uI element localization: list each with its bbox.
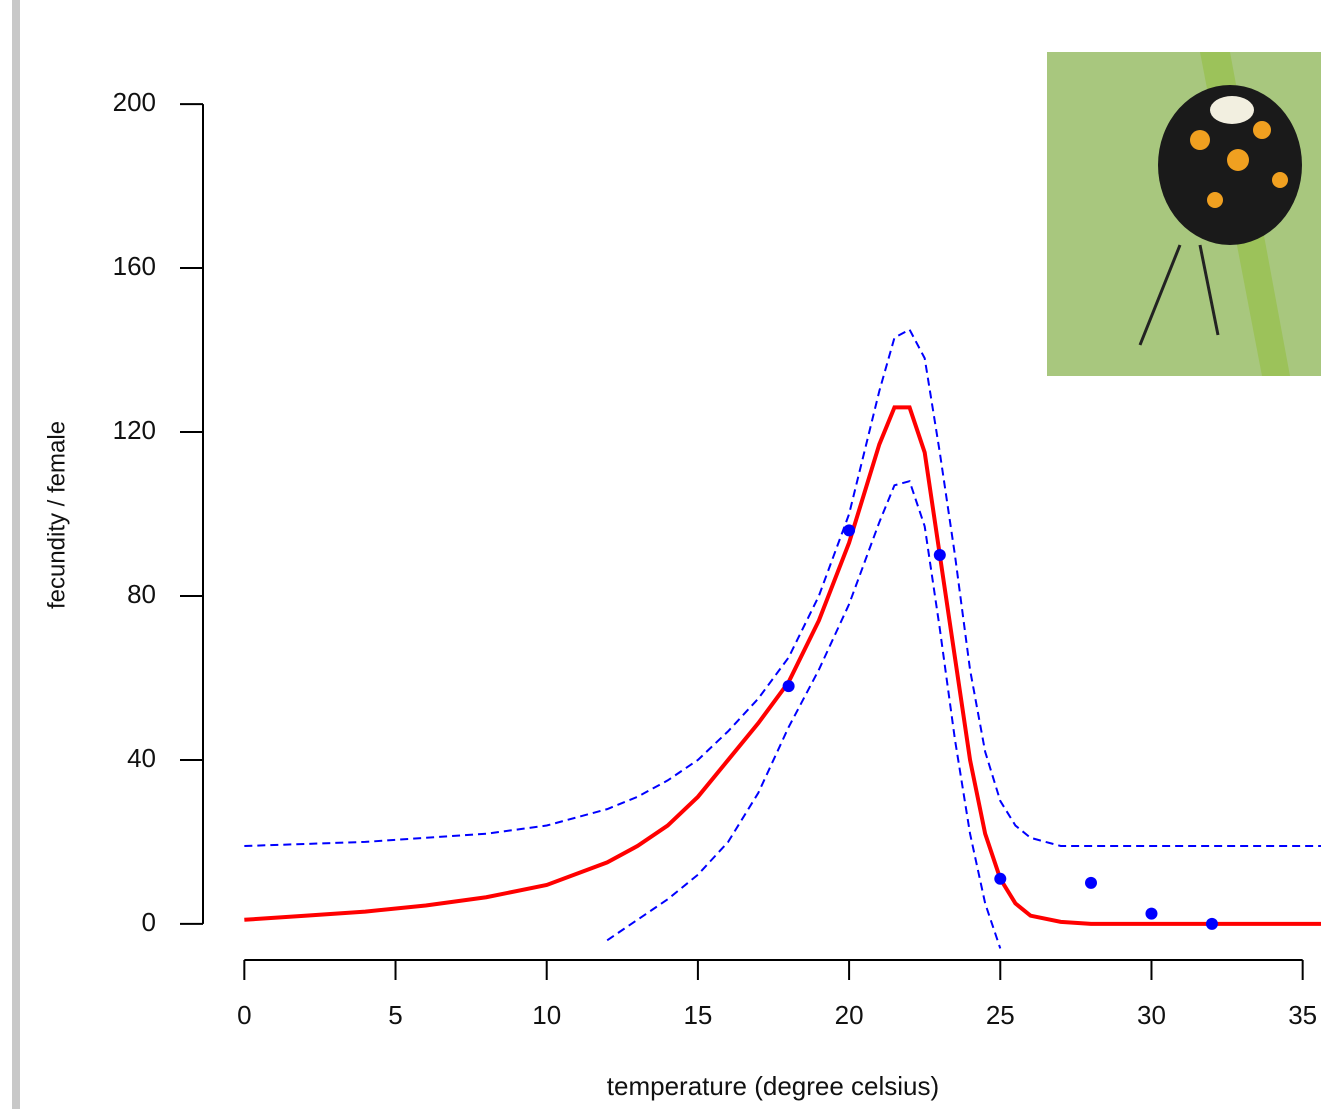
y-tick-label: 160	[113, 251, 156, 281]
data-point	[1145, 907, 1158, 920]
window-edge	[12, 0, 20, 1109]
x-tick-label: 35	[1288, 1000, 1317, 1030]
data-point	[1085, 876, 1097, 889]
y-tick-label: 0	[142, 907, 156, 937]
fitted-line	[244, 405, 1321, 926]
x-tick-label: 0	[237, 1000, 251, 1030]
y-tick-label: 200	[113, 87, 156, 117]
confidence-line	[606, 479, 1002, 949]
y-tick-label: 120	[113, 415, 156, 445]
y-tick-label: 40	[127, 743, 156, 773]
x-tick-label: 5	[388, 1000, 402, 1030]
data-point	[933, 548, 946, 561]
x-tick-label: 20	[835, 1000, 864, 1030]
data-point	[782, 680, 795, 693]
x-axis-label: temperature (degree celsius)	[607, 1071, 939, 1101]
data-point	[1205, 917, 1218, 930]
data-point	[994, 872, 1007, 885]
y-tick-label: 80	[127, 579, 156, 609]
x-tick-label: 25	[986, 1000, 1015, 1030]
photo	[1047, 52, 1321, 376]
x-tick-label: 10	[532, 1000, 561, 1030]
y-axis-label: fecundity / female	[43, 421, 70, 609]
x-tick-label: 15	[683, 1000, 712, 1030]
x-tick-label: 30	[1137, 1000, 1166, 1030]
confidence-line	[244, 328, 1321, 848]
plot-area	[244, 328, 1321, 949]
data-point	[843, 524, 856, 537]
